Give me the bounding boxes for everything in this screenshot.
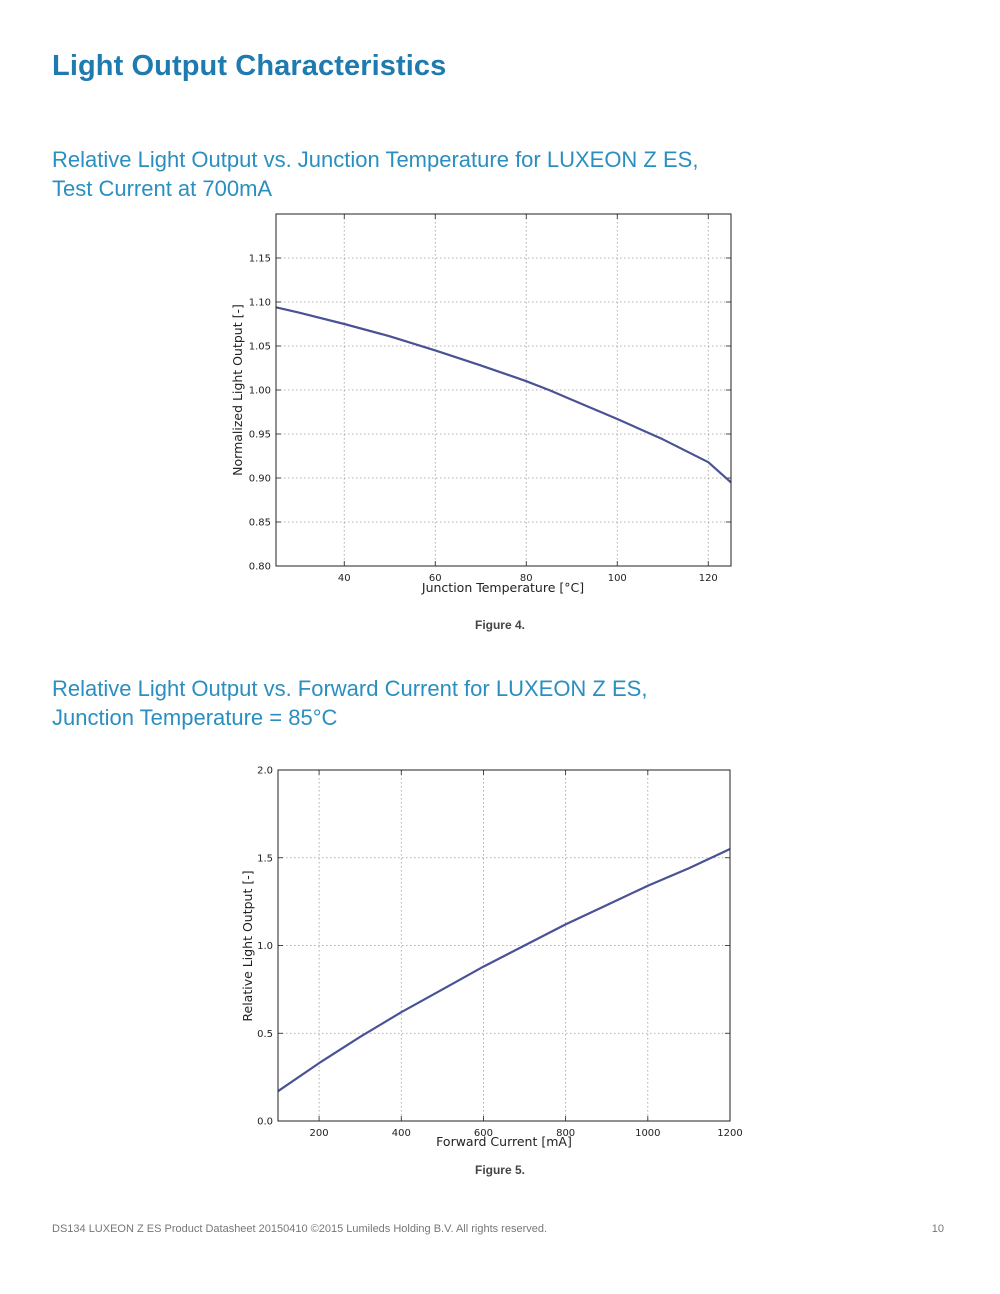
- chart-2-plot-frame: [277, 769, 731, 1122]
- chart-2-plot-area: 200 400 600 800 1000 1200 0.0 0.5 1.0 1.5 2.0: [257, 766, 743, 1140]
- chart-1-series-line: [275, 306, 732, 484]
- chart-1-plot-frame: [275, 213, 732, 567]
- figure-4-heading-line-2: Test Current at 700mA: [52, 176, 273, 201]
- figure-5-heading: Relative Light Output vs. Forward Curren…: [52, 674, 647, 732]
- chart-2-y-axis-label: Relative Light Output [-]: [240, 870, 255, 1021]
- chart-1-y-tick-label: 0.90: [249, 474, 271, 485]
- chart-1-y-tick-label: 1.10: [249, 298, 271, 309]
- chart-2-y-tick-label: 0.5: [257, 1029, 273, 1040]
- chart-2-x-axis-label: Forward Current [mA]: [436, 1134, 572, 1149]
- footer-copyright: DS134 LUXEON Z ES Product Datasheet 2015…: [52, 1223, 548, 1235]
- chart-junction-temperature: 40 60 80 100 120 0.80 0.85 0.90 0.95 1.00 1.05 1.10…: [230, 213, 732, 595]
- chart-1-x-tick-label: 40: [338, 573, 351, 584]
- chart-2-x-tick-label: 400: [392, 1128, 411, 1139]
- figure-4-heading-line-1: Relative Light Output vs. Junction Tempe…: [52, 147, 699, 172]
- chart-forward-current: 200 400 600 800 1000 1200 0.0 0.5 1.0 1.5 2.0 Rela…: [240, 766, 743, 1150]
- chart-1-x-axis-label: Junction Temperature [°C]: [421, 580, 584, 595]
- page-title: Light Output Characteristics: [52, 50, 447, 82]
- chart-2-x-tick-label: 600: [474, 1128, 493, 1139]
- chart-1-x-tick-label: 120: [699, 573, 718, 584]
- chart-2-y-tick-label: 2.0: [257, 766, 273, 777]
- page-number: 10: [931, 1223, 944, 1235]
- chart-2-series-line: [277, 848, 731, 1093]
- chart-1-x-tick-label: 60: [429, 573, 442, 584]
- chart-2-x-tick-label: 1000: [635, 1128, 660, 1139]
- chart-1-y-axis-label: Normalized Light Output [-]: [230, 304, 245, 476]
- chart-2-x-tick-label: 200: [310, 1128, 329, 1139]
- chart-2-x-tick-label: 800: [556, 1128, 575, 1139]
- chart-2-x-tick-label: 1200: [717, 1128, 742, 1139]
- chart-1-y-tick-label: 1.15: [249, 254, 271, 265]
- figure-5-heading-line-2: Junction Temperature = 85°C: [52, 705, 338, 730]
- chart-1-y-tick-label: 1.00: [249, 386, 271, 397]
- figure-5-caption: Figure 5.: [474, 1163, 525, 1177]
- chart-2-y-tick-label: 1.0: [257, 941, 273, 952]
- chart-1-y-tick-label: 0.80: [249, 562, 271, 573]
- chart-1-y-tick-label: 0.85: [249, 518, 271, 529]
- figure-4-heading: Relative Light Output vs. Junction Tempe…: [52, 145, 698, 203]
- chart-1-y-tick-label: 1.05: [249, 342, 271, 353]
- chart-2-y-tick-label: 1.5: [257, 853, 273, 864]
- figure-5-heading-line-1: Relative Light Output vs. Forward Curren…: [52, 676, 648, 701]
- figure-4-caption: Figure 4.: [474, 618, 525, 632]
- chart-1-y-tick-label: 0.95: [249, 430, 271, 441]
- chart-1-x-tick-label: 80: [520, 573, 533, 584]
- chart-2-y-tick-label: 0.0: [257, 1117, 273, 1128]
- chart-1-x-tick-label: 100: [608, 573, 627, 584]
- chart-1-plot-area: 40 60 80 100 120 0.80 0.85 0.90 0.95 1.00 1.05 1.10…: [249, 213, 732, 584]
